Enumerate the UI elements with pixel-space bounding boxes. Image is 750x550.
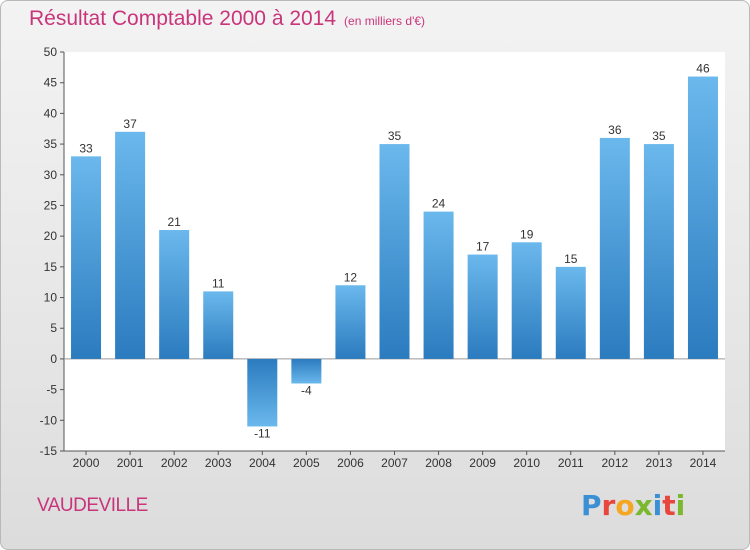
bar xyxy=(335,285,366,359)
x-tick-label: 2013 xyxy=(646,456,673,470)
proxiti-logo: Proxiti xyxy=(581,489,685,522)
commune-name: VAUDEVILLE xyxy=(37,495,148,516)
logo-letter: i xyxy=(652,489,663,522)
y-tick-label: 30 xyxy=(44,168,58,182)
y-tick-label: 20 xyxy=(44,229,58,243)
logo-letter: i xyxy=(675,489,686,522)
x-tick-label: 2000 xyxy=(73,456,100,470)
y-tick-label: 45 xyxy=(44,76,58,90)
bar-value-label: 19 xyxy=(520,227,534,241)
y-tick-label: 5 xyxy=(50,321,57,335)
unit-note: (en milliers d'€) xyxy=(344,14,426,28)
y-tick-label: -10 xyxy=(40,413,58,427)
x-tick-label: 2014 xyxy=(690,456,717,470)
bar-value-label: -4 xyxy=(301,383,312,397)
x-tick-label: 2004 xyxy=(249,456,276,470)
bar-value-label: 35 xyxy=(388,129,402,143)
x-tick-label: 2008 xyxy=(425,456,452,470)
bar-value-label: 11 xyxy=(212,276,225,290)
bar-value-label: 46 xyxy=(696,62,710,76)
bar xyxy=(379,144,410,359)
bar xyxy=(511,242,542,359)
bar xyxy=(599,137,630,359)
x-tick-label: 2001 xyxy=(117,456,144,470)
x-tick-label: 2010 xyxy=(513,456,540,470)
bar-value-label: 15 xyxy=(564,252,578,266)
logo-letter: r xyxy=(601,489,616,522)
bar-value-label: 24 xyxy=(432,197,446,211)
bar-value-label: 17 xyxy=(476,240,490,254)
y-tick-label: 35 xyxy=(44,137,58,151)
x-tick-label: 2007 xyxy=(381,456,408,470)
bar xyxy=(71,156,102,359)
bar-value-label: 37 xyxy=(123,117,137,131)
bar xyxy=(555,266,586,359)
x-tick-label: 2006 xyxy=(337,456,364,470)
bar-value-label: 33 xyxy=(79,141,93,155)
logo-letter: t xyxy=(662,489,676,522)
y-tick-label: 10 xyxy=(44,291,58,305)
bar xyxy=(687,76,718,359)
plot-area: -15 -10 -5 0 5 10 15 20 25 30 35 40 45 50 33 2000 37 2001… xyxy=(40,45,725,470)
x-tick-label: 2009 xyxy=(469,456,496,470)
y-tick-label: -15 xyxy=(40,444,58,458)
logo-letter: x xyxy=(634,489,653,522)
bar xyxy=(643,144,674,359)
bar xyxy=(247,358,278,427)
x-tick-label: 2002 xyxy=(161,456,188,470)
chart-title-text: Résultat Comptable 2000 à 2014 xyxy=(29,7,337,30)
x-tick-label: 2003 xyxy=(205,456,232,470)
y-tick-label: 0 xyxy=(50,352,57,366)
bar xyxy=(115,131,146,359)
bar-value-label: 21 xyxy=(167,215,181,229)
logo-letter: o xyxy=(615,489,635,522)
bar xyxy=(467,254,498,359)
x-tick-label: 2012 xyxy=(601,456,628,470)
chart-title: Résultat Comptable 2000 à 2014 (en millie… xyxy=(29,7,425,31)
bar xyxy=(291,358,322,384)
y-tick-label: 15 xyxy=(44,260,58,274)
bar-value-label: 12 xyxy=(344,270,358,284)
bar-value-label: 36 xyxy=(608,123,622,137)
bar-value-label: 35 xyxy=(652,129,666,143)
y-tick-label: 50 xyxy=(44,45,58,59)
y-tick-label: 25 xyxy=(44,198,58,212)
x-tick-label: 2011 xyxy=(558,456,584,470)
bar-value-label: -11 xyxy=(254,426,271,440)
y-tick-label: -5 xyxy=(46,383,57,397)
bar xyxy=(203,291,234,359)
logo-letter: P xyxy=(581,489,602,522)
x-tick-label: 2005 xyxy=(293,456,320,470)
bar xyxy=(423,211,454,359)
bar xyxy=(159,230,190,359)
y-tick-label: 40 xyxy=(44,106,58,120)
